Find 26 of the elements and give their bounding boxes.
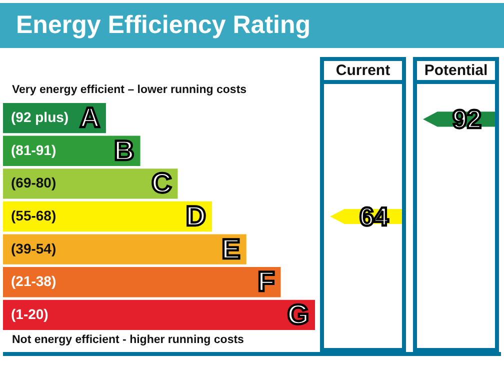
annotation: E [222,233,240,264]
text: Not energy efficient - higher running costs [12,334,244,346]
annotation: B [114,134,134,166]
text: Potential [424,62,488,79]
y-tick-label: (92 plus) [11,109,69,126]
bar [3,234,246,264]
text: Current [336,62,390,79]
annotation: D [186,200,206,232]
text: 92 [452,104,482,134]
y-tick-label: (81-91) [11,142,56,158]
annotation: C [151,168,172,199]
y-tick-label: (21-38) [11,273,56,290]
y-tick-label: (39-54) [11,240,56,256]
annotation: A [80,102,100,134]
bar [3,168,178,199]
annotation: F [258,266,275,298]
text: 64 [360,202,389,232]
chart-title: Energy Efficiency Rating [0,3,504,48]
bar [3,201,212,232]
y-tick-label: (69-80) [11,174,56,191]
annotation: G [287,298,309,330]
y-tick-label: (1-20) [11,306,48,322]
bar [3,267,281,298]
y-tick-label: (55-68) [11,208,56,224]
text: Very energy efficient – lower running costs [12,84,247,96]
bar [3,300,315,330]
